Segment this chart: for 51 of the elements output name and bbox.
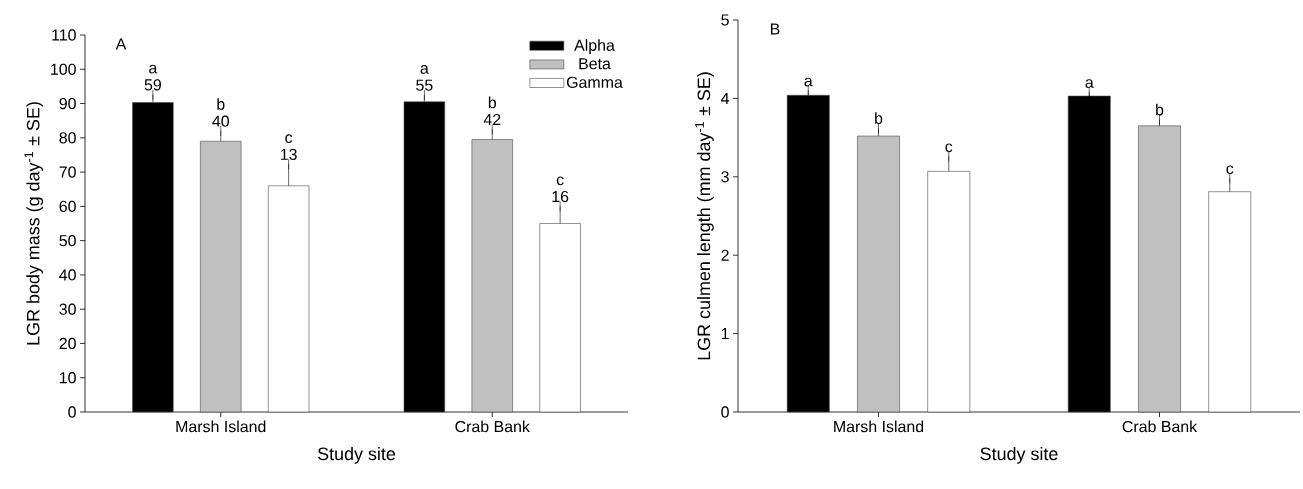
y-tick-label: 20 (59, 337, 76, 350)
data-label: a (1085, 79, 1094, 88)
y-tick-label: 4 (721, 92, 730, 104)
y-tick-label: 10 (59, 372, 76, 384)
y-tick-label: 0 (721, 406, 729, 418)
x-tick-label: Marsh Island (176, 420, 266, 433)
legend-label: Beta (579, 58, 611, 70)
y-tick-label: 40 (59, 269, 76, 281)
data-label: b (875, 112, 883, 125)
x-axis-title: Study site (980, 447, 1058, 464)
data-label: c (945, 143, 953, 153)
x-tick-label: Marsh Island (834, 420, 924, 433)
y-tick-label: 100 (51, 63, 76, 75)
y-tick-label: 110 (52, 29, 76, 41)
data-label: c 16 (552, 176, 569, 203)
x-tick-label: Crab Bank (455, 420, 530, 433)
annotation: A (115, 38, 127, 50)
x-tick-label: Crab Bank (1122, 420, 1198, 433)
y-tick-label: 3 (721, 171, 729, 183)
y-tick-label: 2 (721, 249, 729, 261)
y-tick-label: 70 (59, 166, 76, 178)
y-axis-title: LGR culmen length (mm day$^{-1}$ ± SE) (695, 72, 714, 360)
data-label: a 59 (144, 64, 161, 91)
bar (471, 139, 513, 413)
y-tick-label: 90 (59, 97, 76, 110)
y-tick-label: 60 (59, 200, 76, 212)
data-label: c (1226, 165, 1234, 175)
legend-label: Gamma (566, 76, 623, 88)
y-tick-label: 1 (721, 328, 729, 340)
y-tick-label: 50 (59, 234, 76, 247)
y-tick-label: 5 (721, 14, 729, 26)
y-axis-title: LGR body mass (g day$^{-1}$ ± SE) (24, 102, 44, 345)
data-label: c 13 (280, 134, 297, 161)
bar (1208, 191, 1252, 413)
data-label: b 42 (483, 96, 501, 126)
bar (539, 223, 581, 413)
data-label: a (804, 77, 813, 87)
y-tick-label: 0 (68, 406, 76, 418)
bar (927, 171, 971, 413)
legend-label: Alpha (574, 39, 615, 55)
y-tick-label: 80 (59, 132, 76, 144)
annotation: B (770, 23, 780, 35)
x-axis-title: Study site (317, 447, 396, 464)
bar (857, 135, 900, 413)
bar (267, 185, 310, 413)
y-tick-label: 30 (59, 303, 76, 315)
data-label: a 55 (416, 65, 433, 91)
data-label: b (1156, 103, 1164, 116)
bar (200, 140, 242, 413)
bar (1138, 125, 1181, 413)
data-label: b 40 (212, 98, 229, 127)
